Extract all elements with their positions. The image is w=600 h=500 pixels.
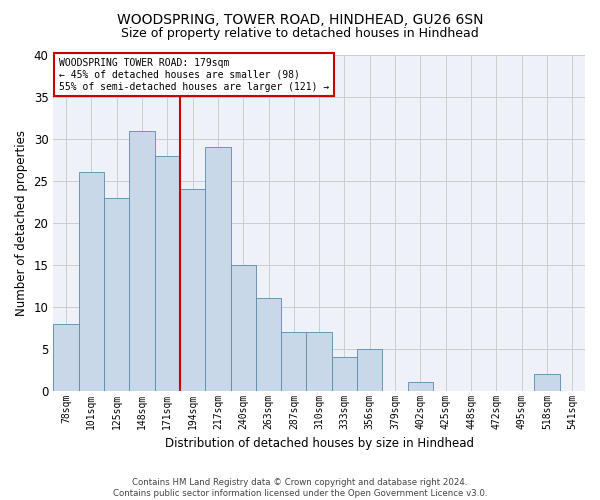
Bar	[256, 298, 281, 390]
Bar	[332, 357, 357, 390]
Bar	[408, 382, 433, 390]
Text: Size of property relative to detached houses in Hindhead: Size of property relative to detached ho…	[121, 28, 479, 40]
X-axis label: Distribution of detached houses by size in Hindhead: Distribution of detached houses by size …	[164, 437, 473, 450]
Bar	[307, 332, 332, 390]
Bar	[281, 332, 307, 390]
Bar	[104, 198, 129, 390]
Text: WOODSPRING TOWER ROAD: 179sqm
← 45% of detached houses are smaller (98)
55% of s: WOODSPRING TOWER ROAD: 179sqm ← 45% of d…	[59, 58, 329, 92]
Bar	[155, 156, 180, 390]
Text: Contains HM Land Registry data © Crown copyright and database right 2024.
Contai: Contains HM Land Registry data © Crown c…	[113, 478, 487, 498]
Text: WOODSPRING, TOWER ROAD, HINDHEAD, GU26 6SN: WOODSPRING, TOWER ROAD, HINDHEAD, GU26 6…	[117, 12, 483, 26]
Bar	[53, 324, 79, 390]
Bar	[129, 130, 155, 390]
Bar	[180, 190, 205, 390]
Bar	[230, 265, 256, 390]
Bar	[205, 148, 230, 390]
Bar	[357, 348, 382, 391]
Bar	[535, 374, 560, 390]
Y-axis label: Number of detached properties: Number of detached properties	[15, 130, 28, 316]
Bar	[79, 172, 104, 390]
